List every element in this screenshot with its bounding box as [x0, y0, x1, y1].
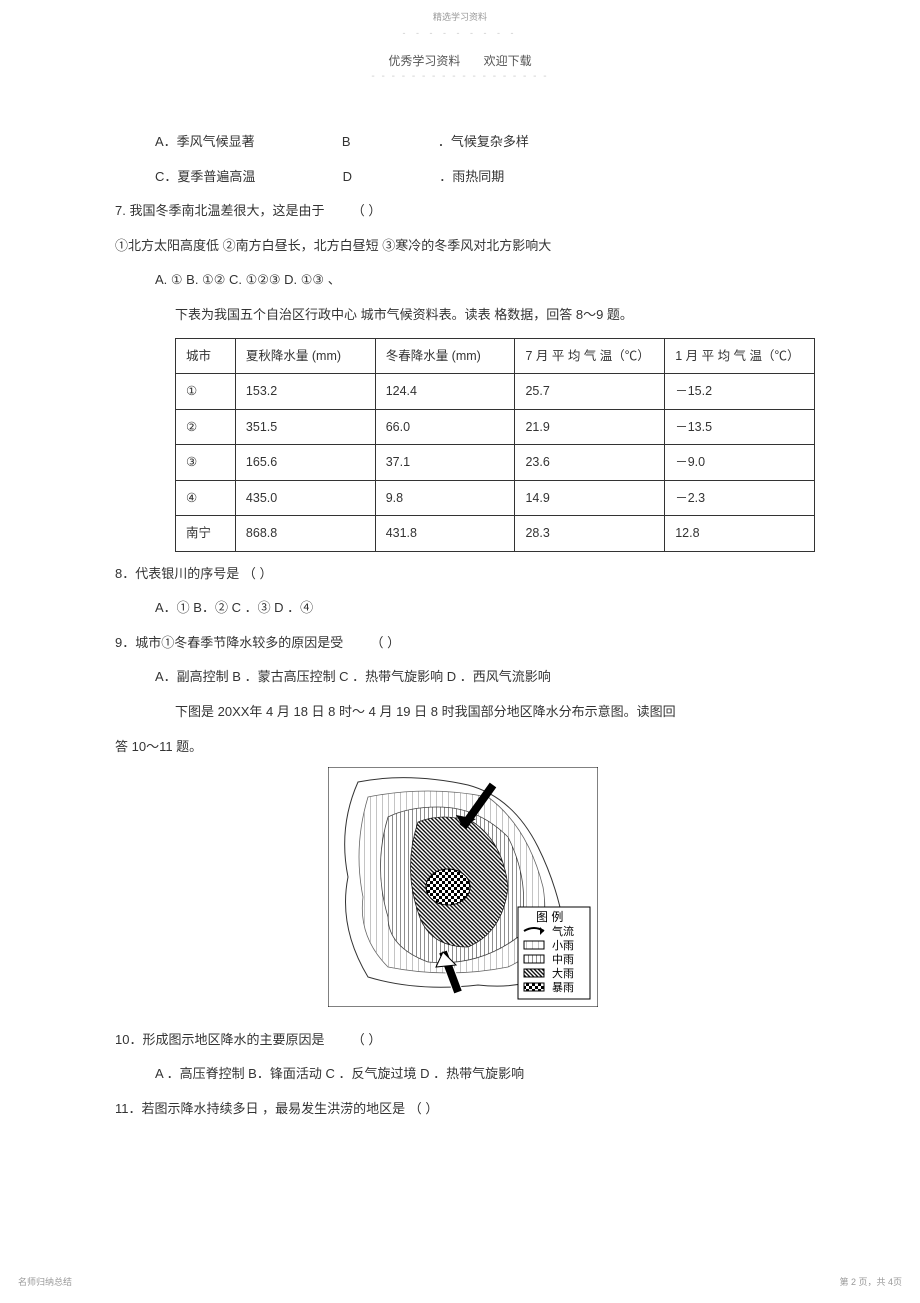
- cell: 435.0: [235, 480, 375, 516]
- cell: 25.7: [515, 374, 665, 410]
- q11-stem: 11．若图示降水持续多日 ，最易发生洪涝的地区是 （ ）: [115, 1095, 810, 1124]
- q8-stem-text: 8．代表银川的序号是: [115, 566, 239, 581]
- col-city: 城市: [176, 338, 236, 374]
- q6-optB-letter: B: [342, 134, 351, 149]
- cell: 153.2: [235, 374, 375, 410]
- q6-optC: C．夏季普遍高温: [155, 169, 255, 184]
- q8-stem: 8．代表银川的序号是 （ ）: [115, 560, 810, 589]
- table-row: ④ 435.0 9.8 14.9 －2.3: [176, 480, 815, 516]
- q7-options: A. ① B. ①② C. ①②③ D. ①③ 、: [115, 266, 810, 295]
- footer-right: 第 2 页，共 4页: [839, 1273, 902, 1293]
- q6-optD-text: ．雨热同期: [439, 169, 504, 184]
- top-dash-decor: - - - - - - - - -: [0, 24, 920, 44]
- svg-text:小雨: 小雨: [552, 939, 574, 952]
- svg-text:中雨: 中雨: [552, 953, 574, 966]
- pre-table-text: 下表为我国五个自治区行政中心 城市气候资料表。读表 格数据，回答 8～9 题。: [115, 301, 810, 330]
- svg-text:大雨: 大雨: [552, 966, 574, 980]
- q9-options: A．副高控制 B ．蒙古高压控制 C ．热带气旋影响 D ．西风气流影响: [115, 663, 810, 692]
- pre-figure-text: 下图是 20XX年 4 月 18 日 8 时～ 4 月 19 日 8 时我国部分…: [115, 698, 810, 727]
- col-july-temp: 7 月 平 均 气 温（℃）: [515, 338, 665, 374]
- q11-paren: （ ）: [409, 1101, 439, 1116]
- cell: 南宁: [176, 516, 236, 552]
- header-underline: - - - - - - - - - - - - - - - - - -: [0, 66, 920, 88]
- q6-optA: A．季风气候显著: [155, 134, 255, 149]
- cell: ③: [176, 445, 236, 481]
- cell: －15.2: [665, 374, 815, 410]
- q6-option-row1: A．季风气候显著 B ．气候复杂多样: [115, 128, 810, 157]
- q9-stem-text: 9．城市①冬春季节降水较多的原因是受: [115, 635, 343, 650]
- climate-table: 城市 夏秋降水量 (mm) 冬春降水量 (mm) 7 月 平 均 气 温（℃） …: [175, 338, 815, 552]
- q10-options: A ．高压脊控制 B．锋面活动 C ．反气旋过境 D ．热带气旋影响: [115, 1060, 810, 1089]
- cell: 431.8: [375, 516, 515, 552]
- map-svg: 图 例 气流 小雨 中雨 大雨 暴雨: [328, 767, 598, 1007]
- table-row: ③ 165.6 37.1 23.6 －9.0: [176, 445, 815, 481]
- q7-stem: 7. 我国冬季南北温差很大，这是由于 （ ）: [115, 197, 810, 226]
- cell: 124.4: [375, 374, 515, 410]
- table-row: ① 153.2 124.4 25.7 －15.2: [176, 374, 815, 410]
- legend-title: 图 例: [536, 910, 563, 924]
- cell: 66.0: [375, 409, 515, 445]
- q8-options: A．① B．② C ．③ D ．④: [115, 594, 810, 623]
- q7-reasons: ①北方太阳高度低 ②南方白昼长，北方白昼短 ③寒冷的冬季风对北方影响大: [115, 232, 810, 261]
- pre-figure-text2: 答 10～11 题。: [115, 733, 810, 762]
- q10-stem: 10．形成图示地区降水的主要原因是 （ ）: [115, 1026, 810, 1055]
- cell: 9.8: [375, 480, 515, 516]
- table-row: 南宁 868.8 431.8 28.3 12.8: [176, 516, 815, 552]
- col-jan-temp: 1 月 平 均 气 温（℃）: [665, 338, 815, 374]
- footer-left: 名师归纳总结: [18, 1273, 72, 1293]
- q7-stem-text: 7. 我国冬季南北温差很大，这是由于: [115, 203, 324, 218]
- q10-paren: （ ）: [352, 1032, 382, 1047]
- cell: 21.9: [515, 409, 665, 445]
- cell: 351.5: [235, 409, 375, 445]
- q9-stem: 9．城市①冬春季节降水较多的原因是受 （ ）: [115, 629, 810, 658]
- table-header-row: 城市 夏秋降水量 (mm) 冬春降水量 (mm) 7 月 平 均 气 温（℃） …: [176, 338, 815, 374]
- rain-map-figure: 图 例 气流 小雨 中雨 大雨 暴雨: [115, 767, 810, 1018]
- col-summer-autumn: 夏秋降水量 (mm): [235, 338, 375, 374]
- q8-paren: （ ）: [243, 566, 273, 581]
- cell: 28.3: [515, 516, 665, 552]
- q9-paren: （ ）: [370, 635, 400, 650]
- cell: 165.6: [235, 445, 375, 481]
- cell: 14.9: [515, 480, 665, 516]
- cell: ①: [176, 374, 236, 410]
- cell: ②: [176, 409, 236, 445]
- q6-option-row2: C．夏季普遍高温 D ．雨热同期: [115, 163, 810, 192]
- svg-text:暴雨: 暴雨: [552, 981, 574, 994]
- svg-text:气流: 气流: [552, 924, 574, 938]
- cell: ④: [176, 480, 236, 516]
- q11-stem-text: 11．若图示降水持续多日 ，最易发生洪涝的地区是: [115, 1101, 405, 1116]
- cell: 12.8: [665, 516, 815, 552]
- cell: －2.3: [665, 480, 815, 516]
- cell: －9.0: [665, 445, 815, 481]
- q6-optD-letter: D: [343, 169, 352, 184]
- table-row: ② 351.5 66.0 21.9 －13.5: [176, 409, 815, 445]
- q10-stem-text: 10．形成图示地区降水的主要原因是: [115, 1032, 324, 1047]
- cell: 868.8: [235, 516, 375, 552]
- q6-optB-text: ．气候复杂多样: [438, 134, 529, 149]
- q7-paren: （ ）: [352, 203, 382, 218]
- cell: －13.5: [665, 409, 815, 445]
- cell: 37.1: [375, 445, 515, 481]
- cell: 23.6: [515, 445, 665, 481]
- col-winter-spring: 冬春降水量 (mm): [375, 338, 515, 374]
